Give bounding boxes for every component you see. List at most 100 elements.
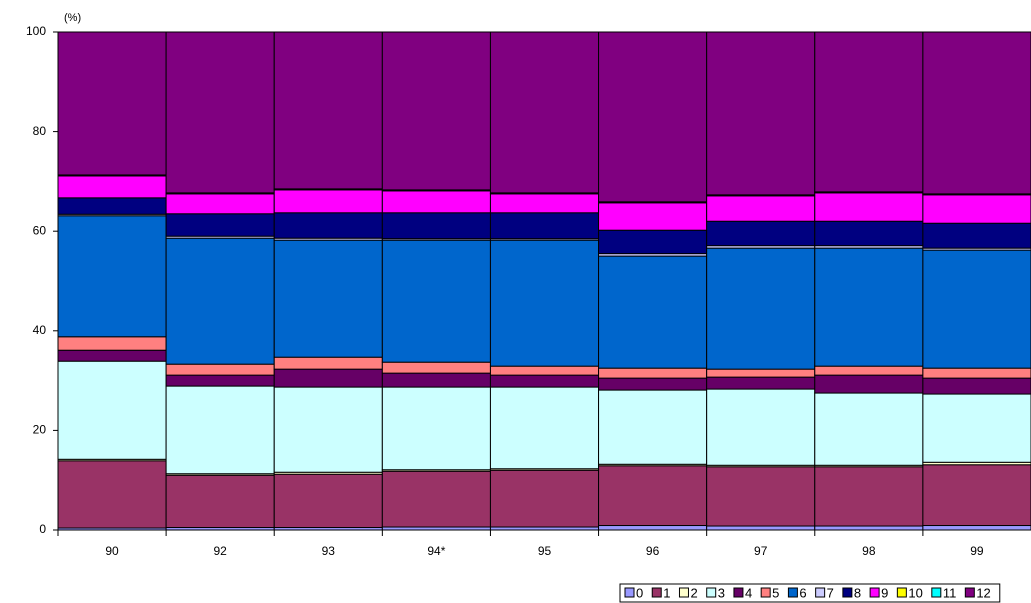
x-tick-label: 94* <box>427 544 445 558</box>
bar-segment <box>165 237 275 365</box>
bar-segment <box>165 385 275 475</box>
bar-segment <box>381 470 491 528</box>
bar-segment <box>814 374 924 394</box>
legend-label: 5 <box>772 585 779 600</box>
bar-segment <box>814 466 924 527</box>
legend-swatch <box>964 587 975 598</box>
bar-segment <box>165 374 275 387</box>
legend-label: 10 <box>908 585 922 600</box>
bar-segment <box>922 249 1031 369</box>
bar-segment <box>57 349 167 362</box>
bar-segment <box>489 469 600 528</box>
x-tick-label: 90 <box>105 544 119 558</box>
bar-segment <box>706 376 816 390</box>
bar-segment <box>57 175 167 199</box>
bar-segment <box>598 377 708 391</box>
y-tick-label: 100 <box>26 24 46 38</box>
legend-swatch <box>815 587 826 598</box>
bar-segment <box>922 525 1031 531</box>
bar-segment <box>598 31 708 203</box>
legend-swatch <box>651 587 662 598</box>
bar-segment <box>598 229 708 255</box>
legend-label: 3 <box>718 585 725 600</box>
bar-segment <box>381 31 491 191</box>
bar-segment <box>273 356 383 370</box>
bar-segment <box>814 192 924 222</box>
bar-segment <box>489 212 600 240</box>
y-axis-label: (%) <box>64 12 81 24</box>
bar-segment <box>706 195 816 222</box>
x-tick-label: 96 <box>646 544 660 558</box>
bar-segment <box>598 389 708 465</box>
bar-segment <box>57 460 167 529</box>
bar-segment <box>814 220 924 247</box>
legend-label: 9 <box>881 585 888 600</box>
bar-segment <box>57 360 167 460</box>
y-tick-label: 80 <box>33 124 47 138</box>
legend-swatch <box>624 587 635 598</box>
bar-segment <box>706 220 816 247</box>
bar-segment <box>489 193 600 214</box>
bar-segment <box>381 212 491 240</box>
legend-label: 6 <box>799 585 806 600</box>
bar-segment <box>165 213 275 237</box>
bar-segment <box>598 465 708 527</box>
bar-segment <box>489 31 600 194</box>
bar-segment <box>273 239 383 358</box>
bar-segment <box>489 374 600 388</box>
legend-swatch <box>760 587 771 598</box>
bar-segment <box>814 525 924 531</box>
bar-segment <box>489 386 600 470</box>
bar-segment <box>165 193 275 215</box>
bar-segment <box>922 367 1031 379</box>
bar-segment <box>273 189 383 214</box>
bar-segment <box>381 372 491 388</box>
legend-swatch <box>678 587 689 598</box>
x-tick-label: 99 <box>970 544 984 558</box>
bar-segment <box>706 31 816 196</box>
bar-segment <box>381 190 491 214</box>
legend-label: 12 <box>976 585 990 600</box>
bar-segment <box>706 466 816 527</box>
bar-segment <box>814 365 924 376</box>
bar-segment <box>273 212 383 239</box>
bar-segment <box>598 525 708 531</box>
bar-segment <box>598 367 708 379</box>
bar-segment <box>922 31 1031 195</box>
legend-label: 8 <box>854 585 861 600</box>
bar-segment <box>381 239 491 363</box>
y-tick-label: 20 <box>33 423 47 437</box>
bar-segment <box>57 336 167 351</box>
legend-swatch <box>733 587 744 598</box>
x-tick-label: 97 <box>754 544 768 558</box>
legend-label: 2 <box>690 585 697 600</box>
bar-segment <box>814 247 924 367</box>
x-tick-label: 92 <box>213 544 227 558</box>
legend-swatch <box>869 587 880 598</box>
bar-segment <box>922 194 1031 224</box>
bar-segment <box>57 215 167 338</box>
bar-segment <box>273 386 383 473</box>
legend-label: 7 <box>827 585 834 600</box>
bar-segment <box>706 525 816 531</box>
bar-segment <box>922 222 1031 249</box>
y-tick-label: 40 <box>33 323 47 337</box>
bar-segment <box>165 31 275 194</box>
bar-segment <box>922 377 1031 395</box>
legend-label: 4 <box>745 585 752 600</box>
bar-segment <box>706 368 816 378</box>
x-tick-label: 95 <box>538 544 552 558</box>
legend-label: 11 <box>943 585 957 600</box>
bar-segment <box>273 31 383 190</box>
legend-label: 1 <box>663 585 670 600</box>
bar-segment <box>381 361 491 374</box>
x-tick-label: 98 <box>862 544 876 558</box>
bar-segment <box>57 31 167 176</box>
bar-segment <box>598 255 708 369</box>
legend-swatch <box>842 587 853 598</box>
bar-segment <box>57 197 167 215</box>
y-tick-label: 60 <box>33 223 47 237</box>
bar-segment <box>273 368 383 388</box>
legend-swatch <box>706 587 717 598</box>
